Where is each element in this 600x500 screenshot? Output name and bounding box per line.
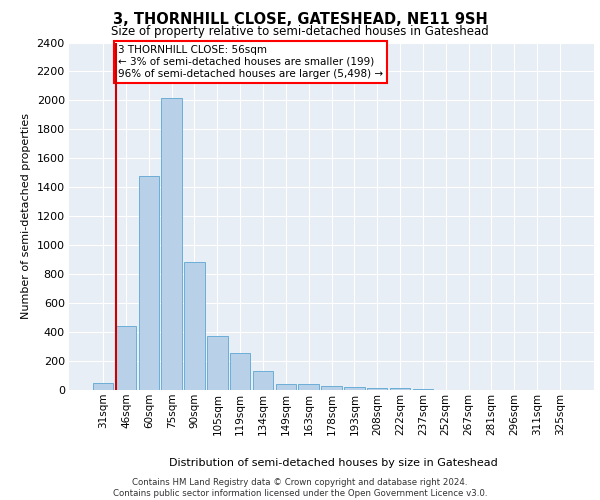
Bar [207,336,227,390]
Bar [93,384,113,390]
Bar [253,371,273,390]
Text: Contains HM Land Registry data © Crown copyright and database right 2024.
Contai: Contains HM Land Registry data © Crown c… [113,478,487,498]
Bar [116,326,136,390]
Bar [161,98,182,390]
Bar [184,262,205,390]
Y-axis label: Number of semi-detached properties: Number of semi-detached properties [21,114,31,320]
Bar [139,176,159,390]
Bar [367,388,388,390]
Bar [298,384,319,390]
Text: Size of property relative to semi-detached houses in Gateshead: Size of property relative to semi-detach… [111,25,489,38]
Bar [390,388,410,390]
Text: 3, THORNHILL CLOSE, GATESHEAD, NE11 9SH: 3, THORNHILL CLOSE, GATESHEAD, NE11 9SH [113,12,487,28]
Bar [275,384,296,390]
Text: Distribution of semi-detached houses by size in Gateshead: Distribution of semi-detached houses by … [169,458,497,468]
Bar [321,386,342,390]
Bar [230,353,250,390]
Text: 3 THORNHILL CLOSE: 56sqm
← 3% of semi-detached houses are smaller (199)
96% of s: 3 THORNHILL CLOSE: 56sqm ← 3% of semi-de… [118,46,383,78]
Bar [413,389,433,390]
Bar [344,387,365,390]
